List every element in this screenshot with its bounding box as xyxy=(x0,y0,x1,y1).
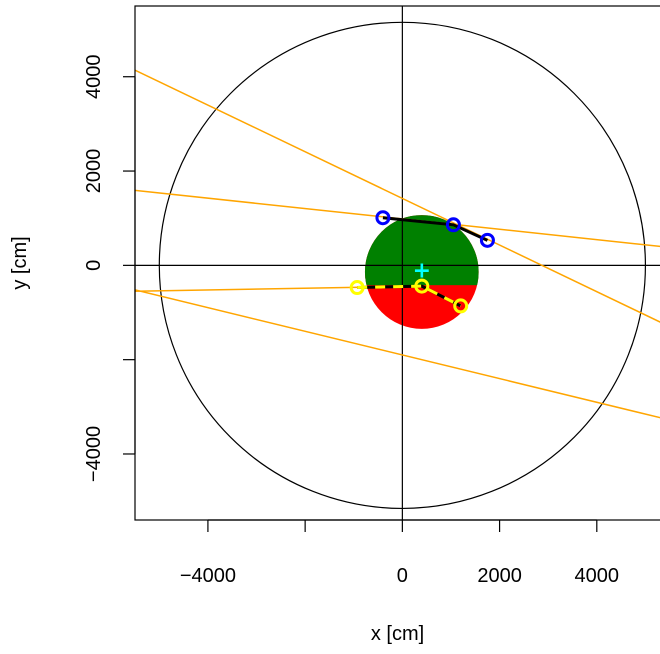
y-tick-label-4: 4000 xyxy=(83,54,105,99)
x-tick-label-4: 4000 xyxy=(575,565,620,587)
series-1-point-0 xyxy=(349,280,365,296)
y-tick-label-0: −4000 xyxy=(83,426,105,482)
x-axis-label: x [cm] xyxy=(371,623,424,645)
series-1-point-1 xyxy=(414,278,430,294)
series-1-point-2 xyxy=(453,298,469,314)
guide-line-2 xyxy=(135,289,660,419)
series-1-dash xyxy=(357,284,462,308)
plot-area: + xyxy=(135,6,660,520)
y-axis-label: y [cm] xyxy=(9,236,31,289)
y-tick-label-2: 0 xyxy=(83,260,105,271)
x-axis: −4000 0 2000 4000 xyxy=(180,519,620,587)
x-tick-label-2: 0 xyxy=(397,565,408,587)
series-group xyxy=(349,210,495,314)
series-0-point-0 xyxy=(375,210,391,226)
series-0-line xyxy=(382,216,489,242)
y-tick-label-3: 2000 xyxy=(83,149,105,194)
guide-line-0 xyxy=(135,69,660,323)
x-tick-label-0: −4000 xyxy=(180,565,236,587)
series-0-point-2 xyxy=(479,232,495,248)
series-0-point-1 xyxy=(445,217,461,233)
y-axis: −4000 0 2000 4000 xyxy=(83,54,136,482)
center-marker: + xyxy=(413,259,431,284)
x-tick-label-3: 2000 xyxy=(477,565,522,587)
